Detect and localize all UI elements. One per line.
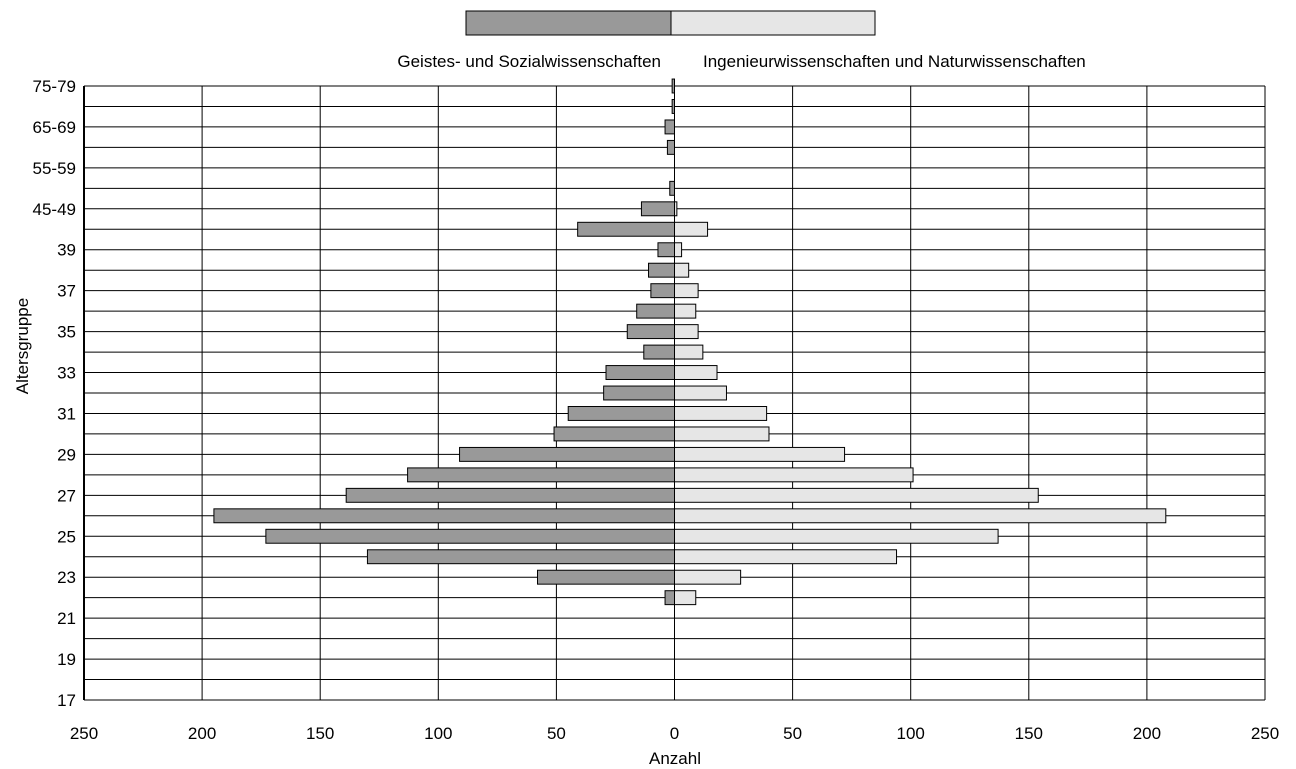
x-tick-label: 0 — [670, 724, 679, 743]
x-tick-label: 150 — [1015, 724, 1043, 743]
x-tick-label: 250 — [1251, 724, 1279, 743]
y-tick-label: 75-79 — [33, 77, 76, 96]
bar-geistes-27 — [345, 487, 675, 503]
bar-geistes-45-49 — [640, 201, 676, 217]
x-axis-title: Anzahl — [649, 749, 701, 768]
bar-geistes-70-74 — [671, 99, 676, 114]
x-tick-label: 250 — [70, 724, 98, 743]
bar-ingenieur-40-44 — [674, 221, 709, 237]
y-tick-label: 65-69 — [33, 118, 76, 137]
bar-geistes-38 — [648, 262, 676, 278]
bar-geistes-50-54 — [669, 180, 676, 196]
y-tick-label: 45-49 — [33, 200, 76, 219]
bar-ingenieur-38 — [674, 262, 690, 278]
y-axis-title: Altersgruppe — [13, 298, 32, 394]
bar-geistes-24 — [366, 549, 675, 565]
y-tick-label: 33 — [57, 364, 76, 383]
legend-label-geistes: Geistes- und Sozialwissenschaften — [397, 52, 661, 71]
x-tick-label: 100 — [897, 724, 925, 743]
y-tick-label: 17 — [57, 691, 76, 710]
bar-ingenieur-22 — [674, 590, 697, 606]
bar-ingenieur-30 — [674, 426, 770, 442]
x-tick-label: 200 — [188, 724, 216, 743]
y-tick-label: 39 — [57, 241, 76, 260]
x-tick-labels: 250 200 150 100 50 0 50 100 150 200 250 — [70, 724, 1279, 743]
bar-ingenieur-27 — [674, 487, 1039, 503]
y-tick-labels: 17 19 21 23 25 27 29 31 33 35 37 39 45-49 55-59 65-69 7… — [33, 77, 76, 710]
bar-geistes-35 — [626, 324, 676, 340]
x-tick-label: 200 — [1133, 724, 1161, 743]
bar-ingenieur-26 — [674, 508, 1167, 524]
bar-geistes-30 — [553, 426, 676, 442]
x-tick-label: 50 — [783, 724, 802, 743]
y-tick-label: 27 — [57, 486, 76, 505]
bar-ingenieur-29 — [674, 446, 846, 462]
bar-geistes-39 — [657, 242, 676, 258]
bar-ingenieur-45-49 — [674, 201, 678, 217]
bar-geistes-40-44 — [577, 221, 676, 237]
bar-geistes-60-64 — [666, 139, 676, 155]
bar-geistes-22 — [664, 590, 676, 606]
bar-ingenieur-31 — [674, 406, 768, 421]
y-tick-label: 25 — [57, 527, 76, 546]
bar-ingenieur-25 — [674, 528, 999, 544]
bar-geistes-26 — [213, 508, 675, 524]
y-tick-label: 29 — [57, 445, 76, 464]
bar-ingenieur-33 — [674, 365, 718, 380]
bar-geistes-31 — [567, 406, 676, 421]
y-tick-label: 37 — [57, 282, 76, 301]
x-tick-label: 100 — [424, 724, 452, 743]
bar-ingenieur-35 — [674, 324, 699, 340]
legend: Geistes- und Sozialwissenschaften Ingeni… — [397, 10, 1086, 71]
bar-geistes-25 — [265, 528, 675, 544]
bar-geistes-36 — [636, 303, 676, 319]
bar-ingenieur-36 — [674, 303, 697, 319]
y-tick-label: 35 — [57, 323, 76, 342]
bar-geistes-28 — [407, 467, 675, 483]
bar-geistes-37 — [650, 283, 676, 299]
bar-geistes-33 — [605, 365, 676, 380]
y-tick-label: 21 — [57, 609, 76, 628]
bar-ingenieur-34 — [674, 344, 704, 360]
legend-label-ingenieur: Ingenieurwissenschaften und Naturwissens… — [703, 52, 1086, 71]
bar-ingenieur-28 — [674, 467, 914, 483]
y-tick-label: 19 — [57, 650, 76, 669]
x-tick-label: 150 — [306, 724, 334, 743]
bar-ingenieur-23 — [674, 569, 742, 585]
legend-swatch-geistes — [465, 10, 672, 36]
bar-ingenieur-37 — [674, 283, 699, 299]
bar-geistes-32 — [603, 385, 676, 401]
bar-geistes-34 — [643, 344, 676, 360]
y-tick-label: 55-59 — [33, 159, 76, 178]
bars — [213, 78, 1167, 606]
y-tick-label: 23 — [57, 568, 76, 587]
bar-ingenieur-39 — [674, 242, 683, 258]
y-tick-label: 31 — [57, 404, 76, 423]
bar-geistes-75-79 — [671, 78, 676, 94]
bar-ingenieur-32 — [674, 385, 727, 401]
bar-geistes-23 — [537, 569, 676, 585]
bar-ingenieur-24 — [674, 549, 898, 565]
x-tick-label: 50 — [547, 724, 566, 743]
bar-geistes-29 — [459, 446, 676, 462]
legend-swatch-ingenieur — [670, 10, 876, 36]
bar-geistes-65-69 — [664, 119, 676, 135]
